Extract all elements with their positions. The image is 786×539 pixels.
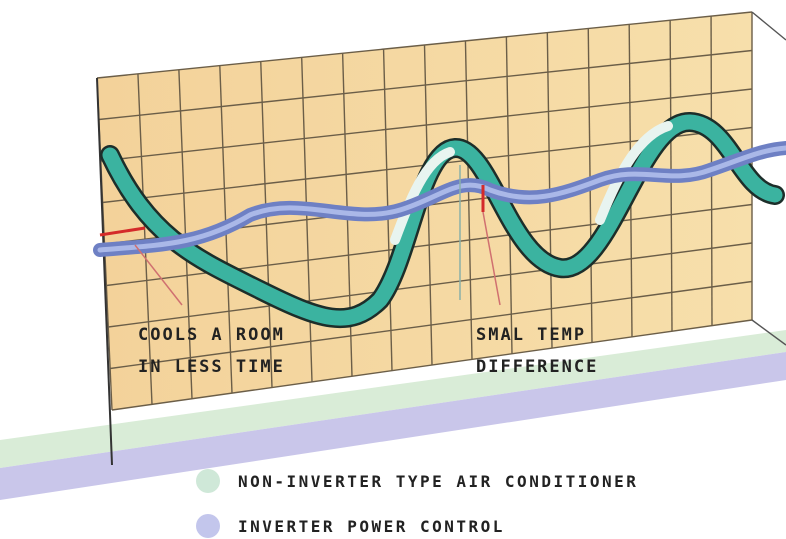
wall-edge	[752, 12, 786, 40]
page: {"annotations": [ {"lines": ["COOLS A RO…	[0, 0, 786, 539]
legend-swatch	[196, 514, 220, 538]
diagram: COOLS A ROOM IN LESS TIME SMAL TEMP DIFF…	[0, 0, 786, 539]
annotation: DIFFERENCE	[476, 357, 598, 377]
annotation: SMAL TEMP	[476, 325, 586, 345]
legend-label: NON-INVERTER TYPE AIR CONDITIONER	[238, 472, 638, 491]
legend-label: INVERTER POWER CONTROL	[238, 517, 505, 536]
annotation: COOLS A ROOM	[138, 325, 285, 345]
legend-swatch	[196, 469, 220, 493]
annotation: IN LESS TIME	[138, 357, 285, 377]
